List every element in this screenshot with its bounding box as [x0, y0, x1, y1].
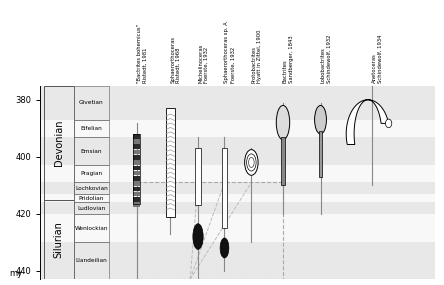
Bar	[74, 86, 109, 120]
Text: Devonian: Devonian	[54, 119, 64, 166]
Text: Pragian: Pragian	[80, 171, 103, 176]
Bar	[44, 86, 74, 200]
Text: Michelinoceras
Foerste, 1932: Michelinoceras Foerste, 1932	[198, 43, 209, 83]
Bar	[133, 202, 140, 207]
Bar	[222, 148, 227, 228]
Bar	[133, 197, 140, 202]
Bar	[74, 214, 109, 242]
Bar	[281, 137, 285, 185]
Ellipse shape	[276, 105, 289, 140]
Bar	[40, 137, 435, 165]
Bar	[133, 155, 140, 160]
Ellipse shape	[246, 154, 256, 171]
Bar	[40, 86, 435, 120]
Text: Emsian: Emsian	[80, 148, 102, 154]
Text: my: my	[10, 269, 23, 278]
Bar	[133, 134, 140, 139]
Bar	[40, 165, 435, 182]
Text: Sphaerorthoceras sp. A
Foerste, 1932: Sphaerorthoceras sp. A Foerste, 1932	[225, 21, 235, 83]
Bar	[40, 182, 435, 194]
Text: Lochkovian: Lochkovian	[75, 186, 108, 191]
Bar	[74, 165, 109, 182]
Bar	[133, 134, 140, 204]
Bar	[40, 214, 435, 242]
Bar	[40, 202, 435, 214]
Text: Protobactrites
Hyatt in Zittel, 1900: Protobactrites Hyatt in Zittel, 1900	[251, 29, 262, 83]
Bar	[166, 108, 174, 217]
Bar	[74, 242, 109, 279]
Ellipse shape	[220, 238, 229, 258]
Text: Givetian: Givetian	[79, 100, 103, 105]
Bar	[137, 182, 283, 279]
Bar	[133, 166, 140, 170]
Bar	[133, 144, 140, 149]
Bar	[74, 202, 109, 214]
Bar	[44, 200, 74, 279]
Bar	[133, 150, 140, 154]
Ellipse shape	[249, 158, 254, 168]
Text: Sphaerorthoceras
Ristedt, 1968: Sphaerorthoceras Ristedt, 1968	[170, 36, 181, 83]
Ellipse shape	[385, 119, 392, 128]
Bar	[133, 192, 140, 196]
Ellipse shape	[245, 150, 258, 175]
Bar	[74, 182, 109, 194]
Bar	[40, 194, 435, 202]
Text: Wenlockian: Wenlockian	[75, 225, 108, 231]
Text: Pridolian: Pridolian	[79, 196, 104, 201]
Bar	[195, 148, 201, 205]
Bar	[318, 131, 322, 177]
Text: Llandeilian: Llandeilian	[75, 258, 107, 263]
Text: Eifelian: Eifelian	[80, 126, 102, 131]
Bar	[133, 139, 140, 144]
Bar	[40, 120, 435, 137]
Bar	[74, 137, 109, 165]
Bar	[133, 187, 140, 191]
Text: Anetoceras
Schindewolf, 1934: Anetoceras Schindewolf, 1934	[372, 34, 383, 83]
Bar	[133, 171, 140, 175]
Text: Ludlovian: Ludlovian	[77, 205, 106, 211]
Bar	[133, 181, 140, 186]
Bar	[74, 120, 109, 137]
Ellipse shape	[193, 224, 203, 249]
Text: "Bactrites bohemicus"
Ristedt, 1981: "Bactrites bohemicus" Ristedt, 1981	[137, 24, 147, 83]
Text: Silurian: Silurian	[54, 221, 64, 258]
Polygon shape	[346, 100, 388, 144]
Bar	[133, 160, 140, 165]
Bar	[40, 242, 435, 279]
Ellipse shape	[315, 105, 326, 134]
Bar	[133, 176, 140, 181]
Text: Lobobactrites
Schindewolf, 1932: Lobobactrites Schindewolf, 1932	[321, 34, 331, 83]
Bar	[74, 194, 109, 202]
Text: Bactrites
Sandberger, 1843: Bactrites Sandberger, 1843	[283, 35, 294, 83]
